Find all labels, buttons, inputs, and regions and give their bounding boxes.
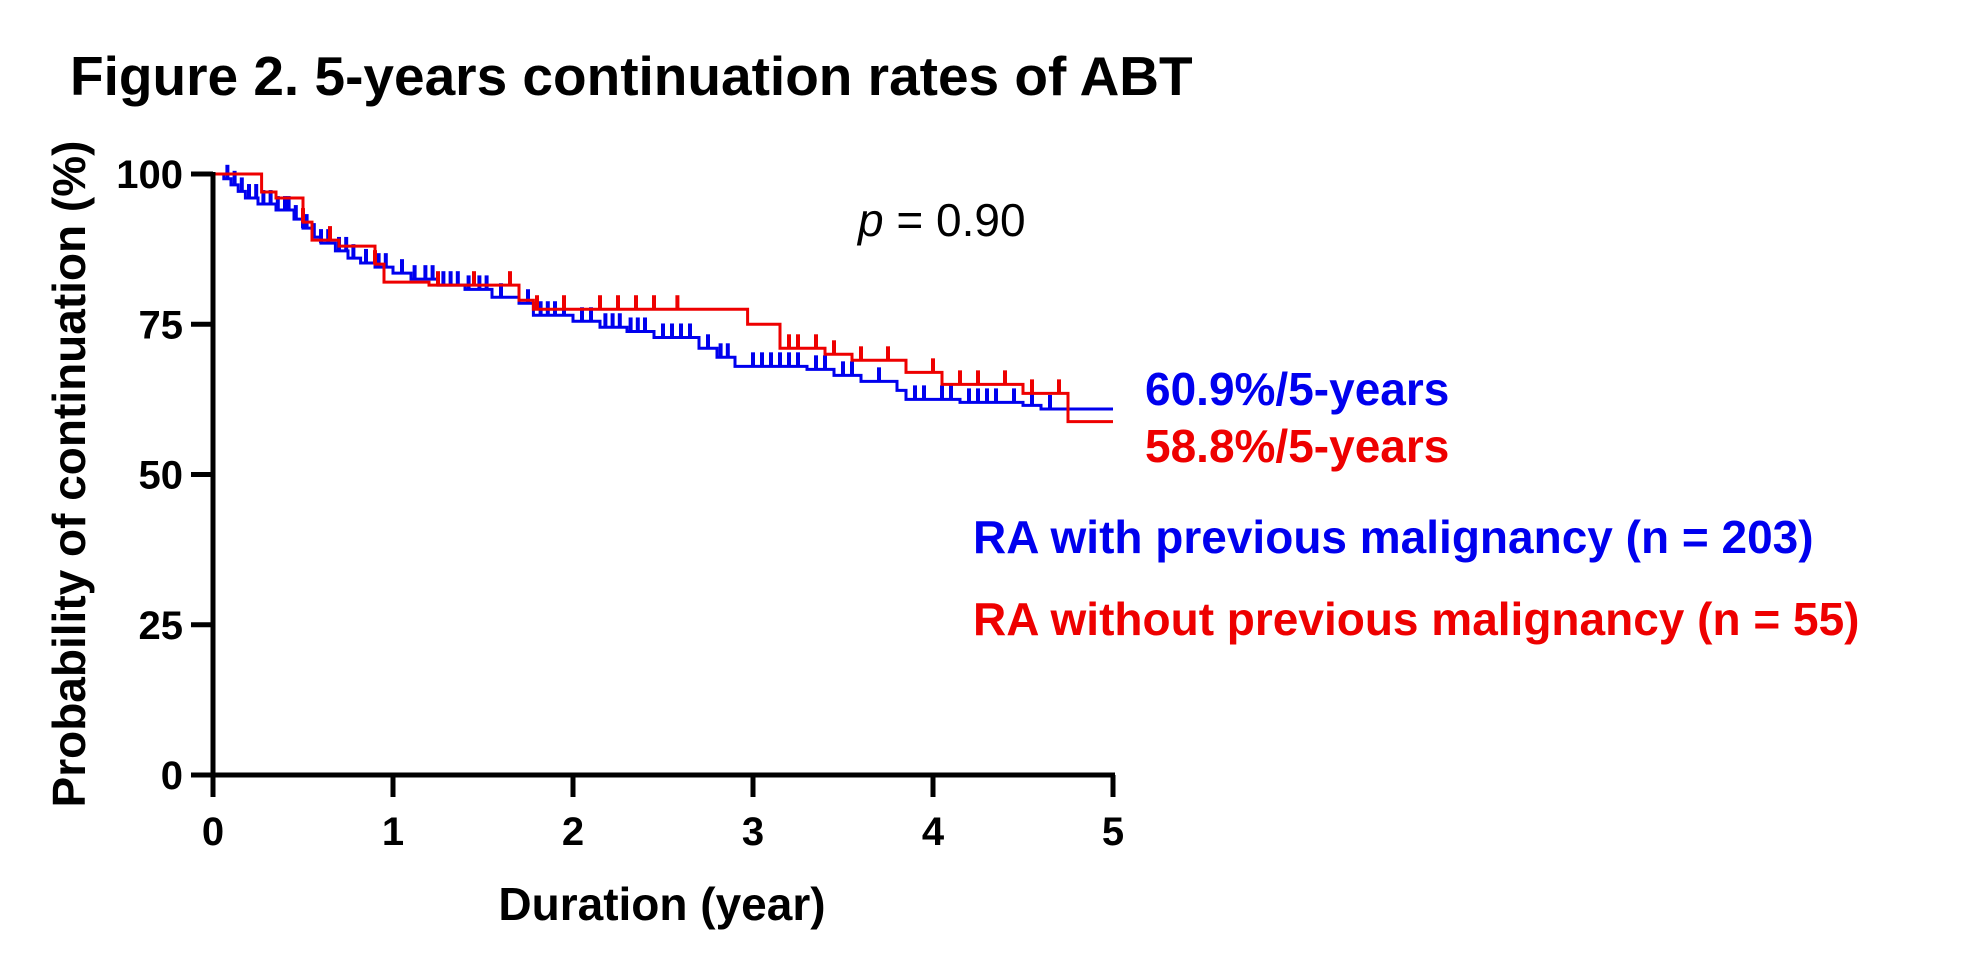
x-tick-label-2: 2 — [562, 810, 584, 854]
x-axis-label: Duration (year) — [498, 878, 825, 930]
y-tick-label-0: 0 — [161, 754, 183, 798]
x-tick-label-4: 4 — [922, 810, 945, 854]
p-value-symbol: p — [856, 194, 884, 246]
x-tick-label-0: 0 — [202, 810, 224, 854]
axes-layer: 0 25 50 75 100 0 1 2 3 4 5 — [116, 153, 1124, 854]
y-axis-label: Probability of continuation (%) — [43, 141, 95, 808]
p-value-text: = 0.90 — [884, 194, 1026, 246]
chart-title: Figure 2. 5-years continuation rates of … — [70, 45, 1193, 107]
y-tick-label-4: 100 — [116, 153, 183, 197]
series-b-end-label: 58.8%/5-years — [1145, 420, 1449, 472]
x-tick-label-1: 1 — [382, 810, 404, 854]
x-tick-label-3: 3 — [742, 810, 764, 854]
x-tick-label-5: 5 — [1102, 810, 1124, 854]
y-tick-label-1: 25 — [139, 604, 184, 648]
y-tick-label-2: 50 — [139, 454, 184, 498]
y-tick-label-3: 75 — [139, 303, 184, 347]
legend-series-a: RA with previous malignancy (n = 203) — [973, 511, 1814, 563]
p-value-annotation: p = 0.90 — [856, 194, 1026, 246]
legend-series-b: RA without previous malignancy (n = 55) — [973, 593, 1860, 645]
series-a-end-label: 60.9%/5-years — [1145, 363, 1449, 415]
series-layer — [213, 164, 1113, 424]
